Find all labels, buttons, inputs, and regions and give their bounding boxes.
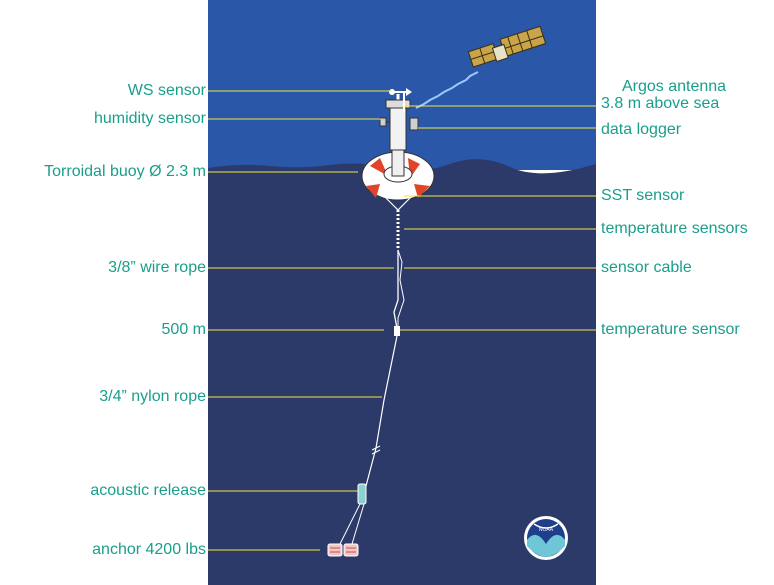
- label-nylon-rope: 3/4” nylon rope: [99, 388, 206, 406]
- label-sensor-cable: sensor cable: [601, 259, 692, 277]
- noaa-logo: NOAA: [524, 516, 568, 560]
- acoustic-release-icon: [358, 484, 366, 504]
- label-temperature-sensors: temperature sensors: [601, 220, 748, 238]
- label-ws-sensor: WS sensor: [128, 82, 206, 100]
- label-wire-rope: 3/8” wire rope: [108, 259, 206, 277]
- label-argos-height: 3.8 m above sea: [601, 95, 719, 113]
- label-argos-antenna: Argos antenna: [622, 78, 726, 96]
- label-acoustic-release: acoustic release: [90, 482, 206, 500]
- label-temperature-sensor: temperature sensor: [601, 321, 740, 339]
- deep-temperature-sensor-icon: [394, 326, 400, 336]
- label-torroidal-buoy: Torroidal buoy Ø 2.3 m: [44, 163, 206, 181]
- label-humidity-sensor: humidity sensor: [94, 110, 206, 128]
- label-sst-sensor: SST sensor: [601, 187, 684, 205]
- label-data-logger: data logger: [601, 121, 681, 139]
- label-depth-500: 500 m: [162, 321, 206, 339]
- noaa-logo-text: NOAA: [539, 527, 554, 533]
- label-anchor: anchor 4200 lbs: [92, 541, 206, 559]
